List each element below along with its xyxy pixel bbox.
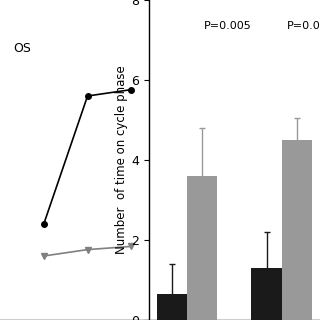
Text: P=0.005: P=0.005 [204,21,252,31]
Y-axis label: Number  of time on cycle phase: Number of time on cycle phase [115,66,128,254]
Text: P=0.00: P=0.00 [287,21,320,31]
Bar [156,294,187,320]
Bar [187,176,217,320]
Bar [282,140,312,320]
Text: OS: OS [13,42,31,54]
Bar [252,268,282,320]
